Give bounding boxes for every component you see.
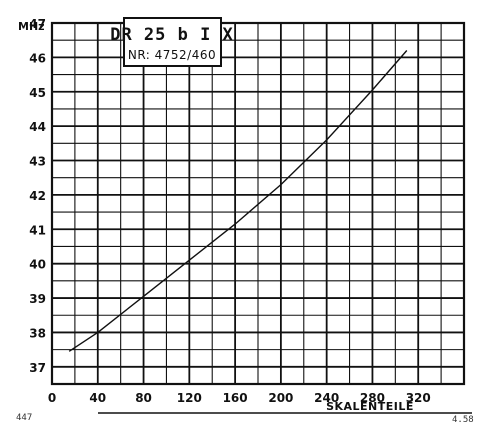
series [68,50,408,352]
y-tick-label: 39 [29,292,46,306]
x-tick-labels: 0 40 80 120 160 200 240 280 320 [48,391,431,405]
label-box: DR 25 b I X NR: 4752/460 [110,17,234,67]
x-tick-label: 120 [177,391,202,405]
label-box-title: DR 25 b I X [110,25,234,45]
y-tick-labels: 37 38 39 40 41 42 43 44 45 46 47 [29,17,46,375]
label-box-frame [123,17,222,67]
x-tick-label: 40 [89,391,106,405]
y-tick-label: 38 [29,326,46,340]
corner-mark-right: 4.58 [452,415,474,425]
y-unit-label: MHz [18,20,45,33]
x-tick-label: 280 [360,391,385,405]
y-tick-label: 45 [29,86,46,100]
x-tick-label: 200 [268,391,293,405]
x-tick-label: 80 [135,391,152,405]
y-tick-label: 44 [29,120,46,134]
label-box-subtitle: NR: 4752/460 [128,48,216,62]
plot-border [50,21,466,386]
x-axis-label: SKALENTEILE [326,400,414,413]
series-line [68,50,408,352]
corner-mark-left: 447 [16,413,32,423]
x-tick-label: 0 [48,391,56,405]
y-tick-label: 41 [29,223,46,237]
x-tick-label: 160 [223,391,248,405]
plot-frame [50,21,466,386]
y-tick-label: 37 [29,361,46,375]
y-tick-label: 43 [29,155,46,169]
y-tick-label: 40 [29,258,46,272]
y-tick-label: 46 [29,51,46,65]
x-tick-label: 240 [314,391,339,405]
y-tick-label: 42 [29,189,46,203]
x-tick-label: 320 [406,391,431,405]
y-tick-label: 47 [29,17,46,31]
